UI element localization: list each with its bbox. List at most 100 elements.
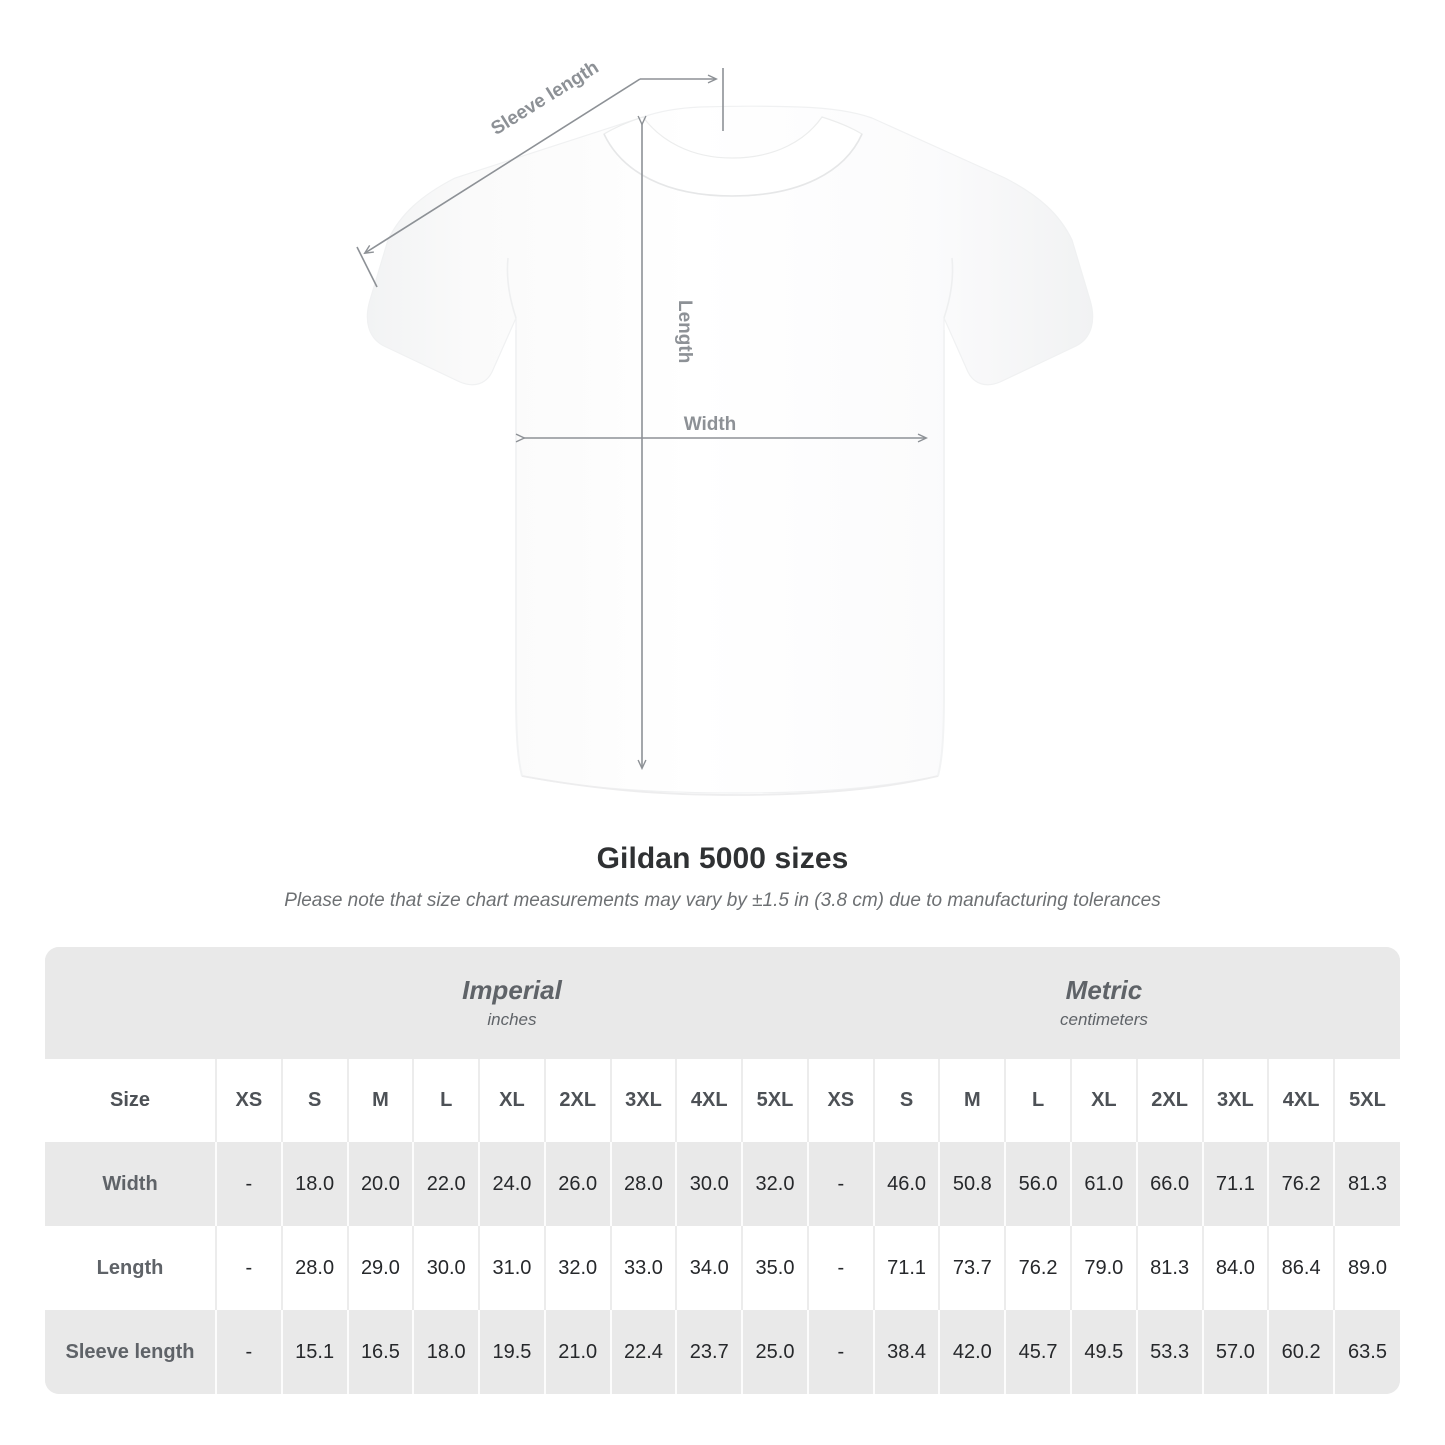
cell-width-metric-4xl: 76.2: [1267, 1142, 1335, 1226]
cell-length-imperial-xs: -: [215, 1226, 282, 1310]
cell-sleeve-imperial-m: 16.5: [346, 1310, 414, 1394]
width-dimension: Width: [524, 414, 926, 438]
tshirt-silhouette: [366, 105, 1094, 796]
cell-width-imperial-3xl: 28.0: [609, 1142, 677, 1226]
cell-sleeve-imperial-xs: -: [215, 1310, 282, 1394]
cell-width-metric-l: 56.0: [1004, 1142, 1071, 1226]
cell-length-imperial-4xl: 34.0: [675, 1226, 743, 1310]
table-row: Length - 28.0 29.0 30.0 31.0 32.0 33.0 3…: [45, 1226, 1400, 1310]
cell-sleeve-imperial-xl: 19.5: [478, 1310, 545, 1394]
unit-header-spacer: [45, 947, 216, 1059]
size-header-metric-m: M: [938, 1059, 1006, 1142]
unit-sub-imperial: inches: [487, 1010, 537, 1029]
cell-length-imperial-l: 30.0: [412, 1226, 480, 1310]
sleeve-length-label: Sleeve length: [488, 57, 603, 140]
unit-header-imperial: Imperial inches: [216, 947, 808, 1059]
cell-length-metric-l: 76.2: [1004, 1226, 1071, 1310]
page-subtitle: Please note that size chart measurements…: [284, 890, 1161, 911]
cell-length-metric-xs: -: [806, 1226, 874, 1310]
cell-width-imperial-4xl: 30.0: [675, 1142, 743, 1226]
table-row: Sleeve length - 15.1 16.5 18.0 19.5 21.0…: [45, 1310, 1400, 1394]
cell-length-metric-4xl: 86.4: [1267, 1226, 1335, 1310]
page-title: Gildan 5000 sizes: [596, 842, 849, 875]
size-chart-table: Imperial inches Metric centimeters Size …: [45, 947, 1400, 1394]
size-header-row: Size XS S M L XL 2XL 3XL 4XL 5XL XS S M …: [45, 1059, 1400, 1142]
cell-length-metric-xl: 79.0: [1069, 1226, 1137, 1310]
unit-header-row: Imperial inches Metric centimeters: [45, 947, 1400, 1059]
unit-name-imperial: Imperial: [462, 975, 562, 1005]
cell-width-metric-xl: 61.0: [1069, 1142, 1137, 1226]
cell-length-imperial-5xl: 35.0: [741, 1226, 808, 1310]
cell-sleeve-metric-2xl: 53.3: [1135, 1310, 1203, 1394]
cell-width-metric-5xl: 81.3: [1333, 1142, 1400, 1226]
tshirt-diagram-svg: Sleeve length Length Width: [356, 57, 1094, 796]
cell-sleeve-metric-m: 42.0: [938, 1310, 1006, 1394]
cell-sleeve-imperial-s: 15.1: [280, 1310, 348, 1394]
length-dimension: Length: [642, 124, 695, 768]
cell-length-metric-3xl: 84.0: [1201, 1226, 1269, 1310]
cell-sleeve-metric-xs: -: [806, 1310, 874, 1394]
size-header-metric-5xl: 5XL: [1333, 1059, 1400, 1142]
unit-name-metric: Metric: [1065, 975, 1143, 1005]
cell-sleeve-metric-5xl: 63.5: [1333, 1310, 1400, 1394]
size-header-metric-xs: XS: [806, 1059, 874, 1142]
cell-width-imperial-5xl: 32.0: [741, 1142, 808, 1226]
size-header-imperial-4xl: 4XL: [675, 1059, 743, 1142]
size-header-metric-2xl: 2XL: [1135, 1059, 1203, 1142]
title-block: Gildan 5000 sizes Please note that size …: [0, 838, 1445, 916]
size-header-metric-xl: XL: [1069, 1059, 1137, 1142]
size-header-metric-3xl: 3XL: [1201, 1059, 1269, 1142]
cell-width-metric-2xl: 66.0: [1135, 1142, 1203, 1226]
cell-length-metric-s: 71.1: [872, 1226, 940, 1310]
cell-length-metric-2xl: 81.3: [1135, 1226, 1203, 1310]
cell-sleeve-imperial-l: 18.0: [412, 1310, 480, 1394]
cell-length-imperial-s: 28.0: [280, 1226, 348, 1310]
size-header-imperial-3xl: 3XL: [609, 1059, 677, 1142]
cell-width-imperial-l: 22.0: [412, 1142, 480, 1226]
size-header-imperial-5xl: 5XL: [741, 1059, 808, 1142]
cell-width-metric-xs: -: [806, 1142, 874, 1226]
size-header-metric-4xl: 4XL: [1267, 1059, 1335, 1142]
cell-width-metric-m: 50.8: [938, 1142, 1006, 1226]
row-label-sleeve-length: Sleeve length: [45, 1310, 216, 1394]
size-column-label: Size: [45, 1059, 216, 1142]
cell-length-imperial-xl: 31.0: [478, 1226, 545, 1310]
cell-sleeve-imperial-3xl: 22.4: [609, 1310, 677, 1394]
size-header-imperial-s: S: [280, 1059, 348, 1142]
width-label: Width: [684, 414, 737, 435]
size-header-metric-l: L: [1004, 1059, 1071, 1142]
cell-sleeve-imperial-2xl: 21.0: [543, 1310, 611, 1394]
cell-length-imperial-m: 29.0: [346, 1226, 414, 1310]
size-chart-table-container: Imperial inches Metric centimeters Size …: [45, 947, 1400, 1394]
cell-length-metric-m: 73.7: [938, 1226, 1006, 1310]
cell-width-imperial-m: 20.0: [346, 1142, 414, 1226]
cell-width-imperial-2xl: 26.0: [543, 1142, 611, 1226]
unit-sub-metric: centimeters: [1060, 1010, 1148, 1029]
cell-length-imperial-3xl: 33.0: [609, 1226, 677, 1310]
length-label: Length: [674, 300, 695, 363]
cell-sleeve-metric-3xl: 57.0: [1201, 1310, 1269, 1394]
cell-sleeve-metric-s: 38.4: [872, 1310, 940, 1394]
cell-sleeve-metric-xl: 49.5: [1069, 1310, 1137, 1394]
cell-width-metric-3xl: 71.1: [1201, 1142, 1269, 1226]
size-header-imperial-l: L: [412, 1059, 480, 1142]
cell-width-imperial-s: 18.0: [280, 1142, 348, 1226]
cell-length-imperial-2xl: 32.0: [543, 1226, 611, 1310]
unit-header-metric: Metric centimeters: [807, 947, 1400, 1059]
cell-width-imperial-xl: 24.0: [478, 1142, 545, 1226]
cell-sleeve-metric-4xl: 60.2: [1267, 1310, 1335, 1394]
cell-sleeve-imperial-4xl: 23.7: [675, 1310, 743, 1394]
row-label-width: Width: [45, 1142, 216, 1226]
size-header-imperial-xs: XS: [215, 1059, 282, 1142]
cell-sleeve-metric-l: 45.7: [1004, 1310, 1071, 1394]
size-header-imperial-xl: XL: [478, 1059, 545, 1142]
size-header-imperial-2xl: 2XL: [543, 1059, 611, 1142]
size-header-imperial-m: M: [346, 1059, 414, 1142]
cell-length-metric-5xl: 89.0: [1333, 1226, 1400, 1310]
table-row: Width - 18.0 20.0 22.0 24.0 26.0 28.0 30…: [45, 1142, 1400, 1226]
size-header-metric-s: S: [872, 1059, 940, 1142]
cell-width-metric-s: 46.0: [872, 1142, 940, 1226]
row-label-length: Length: [45, 1226, 216, 1310]
cell-sleeve-imperial-5xl: 25.0: [741, 1310, 808, 1394]
tshirt-diagram: Sleeve length Length Width: [356, 57, 1094, 796]
